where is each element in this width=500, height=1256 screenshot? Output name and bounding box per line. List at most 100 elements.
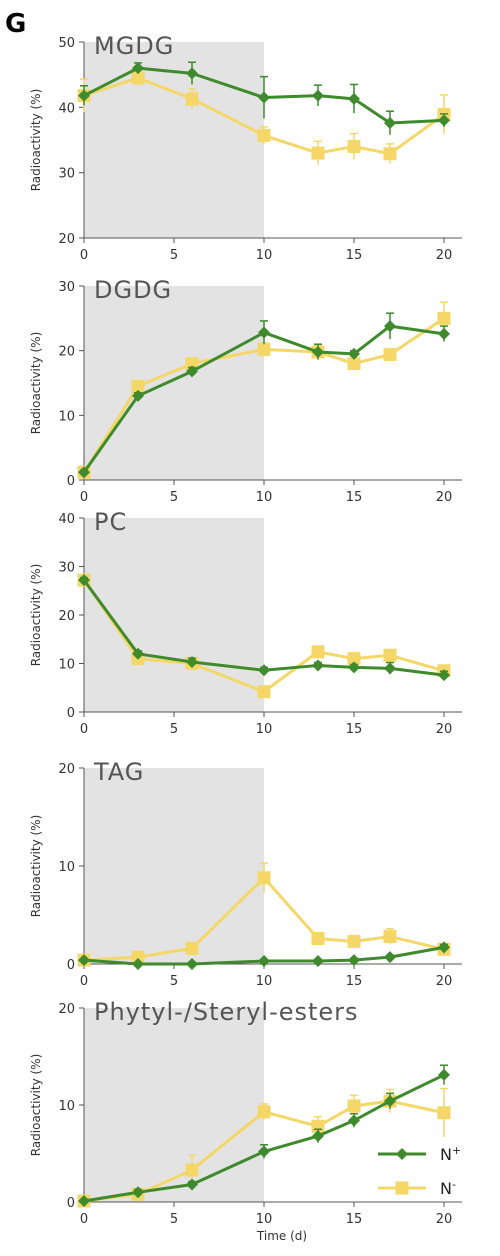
x-tick-label: 15 bbox=[346, 1212, 363, 1227]
data-point-n-plus bbox=[132, 647, 144, 660]
y-tick-label: 30 bbox=[58, 280, 75, 295]
data-point-n-minus bbox=[347, 357, 361, 371]
series-line-n-plus bbox=[82, 324, 445, 474]
data-point-n-minus bbox=[383, 147, 397, 161]
data-point-n-plus bbox=[258, 326, 270, 339]
data-point-n-plus bbox=[312, 1130, 324, 1143]
data-point-n-plus bbox=[438, 327, 450, 340]
series-line-n-plus bbox=[83, 1073, 445, 1203]
y-tick-label: 0 bbox=[67, 958, 75, 973]
x-tick-label: 10 bbox=[256, 722, 273, 737]
x-tick-label: 0 bbox=[80, 722, 88, 737]
legend-marker-n-minus bbox=[395, 1181, 409, 1195]
data-point-n-plus bbox=[348, 1114, 360, 1127]
data-point-n-minus bbox=[257, 1105, 271, 1119]
data-point-n-plus bbox=[258, 664, 270, 677]
data-point-n-minus bbox=[185, 1163, 199, 1177]
data-point-n-plus bbox=[348, 347, 360, 360]
y-tick-label: 50 bbox=[58, 36, 75, 51]
data-point-n-plus bbox=[78, 574, 90, 587]
panel-letter: G bbox=[5, 9, 26, 39]
data-point-n-plus bbox=[132, 1186, 144, 1199]
shaded-region bbox=[84, 42, 264, 238]
x-tick-label: 15 bbox=[346, 490, 363, 505]
data-point-n-plus bbox=[186, 1178, 198, 1191]
x-tick-label: 10 bbox=[256, 248, 273, 263]
legend: N+ N- bbox=[378, 1144, 461, 1198]
y-tick-label: 40 bbox=[58, 512, 75, 527]
legend-label-n-plus: N+ bbox=[440, 1144, 461, 1165]
data-point-n-plus bbox=[438, 114, 450, 127]
y-tick-label: 40 bbox=[58, 101, 75, 116]
x-tick-label: 10 bbox=[256, 974, 273, 989]
data-point-n-minus bbox=[311, 645, 325, 659]
x-tick-label: 20 bbox=[436, 974, 453, 989]
x-tick-label: 20 bbox=[436, 1212, 453, 1227]
data-point-n-minus bbox=[311, 146, 325, 160]
x-tick-label: 5 bbox=[170, 248, 178, 263]
data-point-n-minus bbox=[347, 140, 361, 154]
data-point-n-plus bbox=[258, 1145, 270, 1158]
series-line-n-plus bbox=[82, 579, 445, 677]
data-point-n-plus bbox=[132, 958, 144, 970]
data-point-n-minus bbox=[347, 1099, 361, 1113]
x-tick-label: 20 bbox=[436, 490, 453, 505]
y-tick-label: 10 bbox=[58, 1099, 75, 1114]
data-point-n-minus bbox=[131, 379, 145, 393]
y-tick-label: 20 bbox=[58, 609, 75, 624]
shaded-region bbox=[84, 768, 264, 964]
data-point-n-plus bbox=[186, 67, 198, 80]
y-tick-label: 10 bbox=[58, 409, 75, 424]
data-point-n-plus bbox=[78, 466, 90, 479]
y-tick-label: 0 bbox=[67, 474, 75, 489]
data-point-n-minus bbox=[257, 871, 271, 885]
y-axis-label: Radioactivity (%) bbox=[29, 89, 43, 192]
y-axis-label: Radioactivity (%) bbox=[29, 1054, 43, 1157]
chart-title: TAG bbox=[93, 758, 144, 786]
x-tick-label: 0 bbox=[80, 248, 88, 263]
x-tick-label: 15 bbox=[346, 974, 363, 989]
data-point-n-plus bbox=[348, 661, 360, 674]
x-tick-label: 5 bbox=[170, 974, 178, 989]
chart-panel-2: 0 10 20 30 40 0 5 10 15 20 Radioactivity (%) PC bbox=[29, 508, 462, 737]
data-point-n-plus bbox=[384, 117, 396, 130]
x-tick-label: 10 bbox=[256, 490, 273, 505]
y-tick-label: 30 bbox=[58, 561, 75, 576]
series-line-n-plus bbox=[83, 945, 445, 966]
data-point-n-minus bbox=[131, 71, 145, 85]
data-point-n-plus bbox=[384, 320, 396, 333]
y-tick-label: 0 bbox=[67, 706, 75, 721]
data-point-n-minus bbox=[185, 92, 199, 106]
data-point-n-plus bbox=[312, 955, 324, 968]
data-point-n-plus bbox=[186, 958, 198, 970]
data-point-n-plus bbox=[438, 1068, 450, 1081]
y-tick-label: 10 bbox=[58, 860, 75, 875]
data-point-n-minus bbox=[347, 652, 361, 666]
chart-panel-3: 0 10 20 0 5 10 15 20 Radioactivity (%) TAG bbox=[29, 758, 462, 989]
data-point-n-plus bbox=[132, 389, 144, 402]
data-point-n-minus bbox=[383, 930, 397, 944]
x-tick-label: 20 bbox=[436, 248, 453, 263]
chart-title: MGDG bbox=[94, 32, 174, 60]
y-tick-label: 20 bbox=[58, 232, 75, 247]
x-tick-label: 5 bbox=[170, 1212, 178, 1227]
data-point-n-minus bbox=[185, 941, 199, 955]
data-point-n-minus bbox=[131, 950, 145, 964]
data-point-n-plus bbox=[186, 656, 198, 669]
y-tick-label: 20 bbox=[58, 1002, 75, 1017]
data-point-n-plus bbox=[258, 955, 270, 968]
data-point-n-plus bbox=[78, 954, 90, 967]
legend-marker-n-plus bbox=[396, 1148, 408, 1160]
data-point-n-minus bbox=[437, 311, 451, 325]
y-axis-label: Radioactivity (%) bbox=[29, 564, 43, 667]
data-point-n-minus bbox=[347, 934, 361, 948]
data-point-n-plus bbox=[186, 365, 198, 378]
chart-panel-0: 20 30 40 50 0 5 10 15 20 Radioactivity (%) MGDG bbox=[29, 32, 462, 263]
data-point-n-minus bbox=[257, 685, 271, 699]
y-axis-label: Radioactivity (%) bbox=[29, 815, 43, 918]
data-point-n-plus bbox=[384, 951, 396, 964]
x-tick-label: 15 bbox=[346, 248, 363, 263]
chart-title: PC bbox=[94, 508, 127, 536]
